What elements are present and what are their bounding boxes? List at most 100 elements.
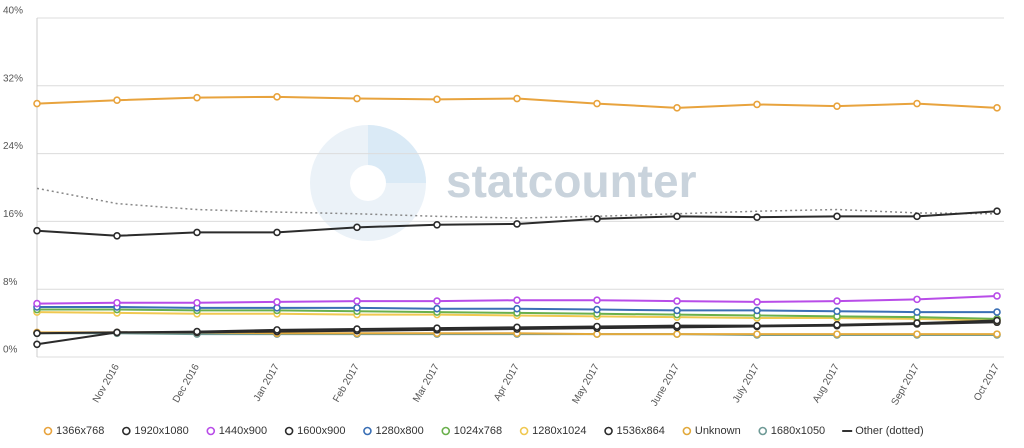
- legend-symbol: [122, 426, 131, 436]
- point: [33, 226, 41, 235]
- point: [273, 93, 281, 101]
- y-tick-label: 8%: [3, 277, 18, 288]
- legend-symbol: [519, 426, 529, 436]
- point: [193, 228, 201, 237]
- point: [833, 330, 841, 338]
- point: [593, 305, 601, 314]
- x-tick-label: Aug 2017: [811, 362, 842, 405]
- point: [753, 213, 761, 221]
- y-tick-label: 40%: [3, 6, 23, 17]
- x-tick-label: June 2017: [649, 362, 682, 408]
- point: [33, 329, 41, 338]
- legend-item: 1366x768: [43, 425, 104, 437]
- point: [993, 308, 1001, 316]
- point: [593, 99, 601, 108]
- legend-label: 1600x900: [297, 425, 345, 437]
- y-tick-label: 32%: [3, 73, 23, 84]
- point: [593, 296, 601, 305]
- point: [113, 96, 121, 105]
- legend-item: 1280x800: [363, 425, 424, 437]
- point: [113, 232, 121, 240]
- point: [913, 212, 921, 221]
- x-tick-label: July 2017: [731, 362, 762, 405]
- legend-item: 1680x1050: [758, 425, 825, 437]
- point: [753, 321, 761, 330]
- point: [993, 207, 1001, 216]
- x-tick-label: Sept 2017: [890, 362, 923, 407]
- point: [913, 99, 921, 108]
- point: [593, 322, 601, 331]
- point: [913, 308, 921, 316]
- point: [993, 330, 1001, 338]
- legend-symbol: [604, 426, 613, 436]
- x-tick-label: Jan 2017: [252, 362, 282, 404]
- legend-label: 1280x800: [375, 425, 423, 437]
- legend-item: 1024x768: [441, 425, 502, 437]
- point: [673, 330, 681, 338]
- point: [753, 298, 761, 306]
- legend-symbol: [682, 426, 692, 436]
- point: [833, 102, 841, 110]
- point: [833, 297, 841, 305]
- point: [113, 298, 121, 307]
- point: [33, 299, 41, 308]
- point: [353, 94, 361, 103]
- y-tick-label: 16%: [3, 209, 23, 220]
- point: [353, 223, 361, 232]
- x-tick-label: Feb 2017: [331, 362, 362, 404]
- point: [833, 320, 841, 329]
- point: [593, 215, 601, 223]
- point: [273, 304, 281, 312]
- point: [593, 330, 601, 338]
- point: [673, 297, 681, 305]
- legend-symbol: [43, 426, 53, 436]
- legend-item: Other (dotted): [842, 425, 924, 437]
- legend-label: 1680x1050: [771, 425, 825, 437]
- x-tick-label: Nov 2016: [91, 362, 122, 405]
- point: [753, 306, 761, 315]
- point: [513, 220, 521, 228]
- point: [113, 328, 121, 337]
- point: [273, 326, 281, 334]
- y-tick-label: 0%: [3, 345, 18, 356]
- point: [33, 340, 41, 349]
- point: [993, 316, 1001, 325]
- point: [753, 100, 761, 109]
- legend-item: 1280x1024: [519, 425, 587, 437]
- watermark: statcounter: [446, 155, 697, 207]
- point: [33, 99, 41, 108]
- watermark-logo: [310, 125, 426, 241]
- point: [673, 306, 681, 315]
- point: [993, 104, 1001, 112]
- point: [433, 304, 441, 313]
- series-line: [36, 187, 998, 219]
- x-tick-label: Apr 2017: [492, 362, 522, 403]
- legend-label: 1536x864: [617, 425, 665, 437]
- point: [193, 93, 201, 102]
- point: [193, 327, 201, 336]
- x-tick-label: Dec 2016: [171, 362, 202, 405]
- legend-item: 1600x900: [284, 425, 345, 437]
- point: [353, 304, 361, 312]
- point: [833, 212, 841, 221]
- legend-item: 1440x900: [206, 425, 267, 437]
- legend-symbol: [284, 426, 294, 436]
- legend-symbol: [206, 426, 216, 436]
- point: [673, 104, 681, 112]
- point: [433, 324, 441, 332]
- legend-item: 1536x864: [604, 425, 665, 437]
- point: [753, 330, 761, 338]
- legend-label: 1024x768: [454, 425, 502, 437]
- point: [993, 292, 1001, 300]
- point: [833, 307, 841, 316]
- point: [433, 297, 441, 305]
- point: [913, 319, 921, 327]
- point: [513, 323, 521, 332]
- point: [673, 212, 681, 221]
- point: [913, 330, 921, 338]
- point: [273, 228, 281, 237]
- legend-item: 1920x1080: [122, 425, 189, 437]
- y-tick-label: 24%: [3, 141, 23, 152]
- point: [433, 220, 441, 229]
